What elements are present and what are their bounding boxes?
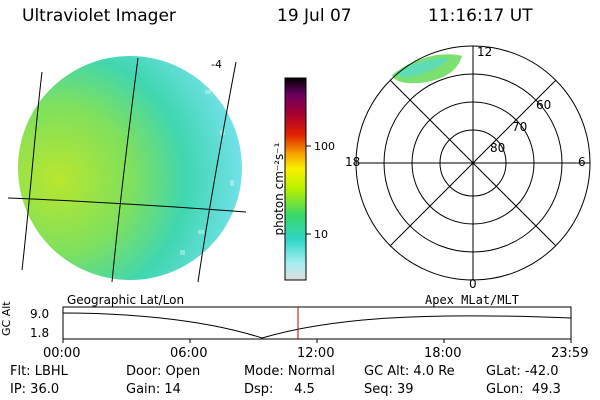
status-flt: Flt: LBHL [10,364,68,379]
altitude-strip [62,306,572,343]
polar-plot [355,45,591,281]
status-door: Door: Open [126,364,201,379]
geo-caption: Geographic Lat/Lon [67,293,185,307]
colorbar [284,77,311,281]
time-tick-0: 00:00 [43,346,81,361]
alt-tick-9: 9.0 [30,307,50,321]
status-mode: Mode: Normal [244,364,335,379]
status-glon: GLon: 49.3 [486,382,561,397]
colorbar-tick-100: 100 [314,140,335,153]
alt-tick-1-8: 1.8 [30,326,50,340]
status-seq: Seq: 39 [364,382,414,397]
lat-label-60: 60 [536,98,552,112]
status-gc-alt: GC Alt: 4.0 Re [364,364,455,379]
mlt-label-top: 12 [477,45,493,59]
date-label: 19 Jul 07 [277,6,352,26]
geo-disk [18,56,242,280]
lat-label-70: 70 [512,120,528,134]
lat-label-80: 80 [490,141,506,155]
alt-ylabel: GC Alt [0,301,13,336]
colorbar-unit-label: photon cm⁻²s⁻¹ [272,142,286,236]
colorbar-tick-10: 10 [314,228,328,241]
mlt-label-left: 18 [345,155,361,169]
time-tick-3: 18:00 [424,346,462,361]
geo-grid [7,57,247,283]
time-label: 11:16:17 UT [428,6,533,26]
app-title: Ultraviolet Imager [22,6,176,26]
time-tick-2: 12:00 [297,346,335,361]
status-dsp: Dsp: 4.5 [244,382,315,397]
time-tick-1: 06:00 [170,346,208,361]
status-glat: GLat: -42.0 [486,364,559,379]
mlt-label-right: 6 [578,155,586,169]
geo-corner-label: -4 [211,58,222,71]
mlt-label-bottom: 0 [469,277,477,291]
status-ip: IP: 36.0 [10,382,60,397]
time-tick-4: 23:59 [551,346,589,361]
status-gain: Gain: 14 [126,382,181,397]
polar-caption: Apex MLat/MLT [425,293,519,307]
